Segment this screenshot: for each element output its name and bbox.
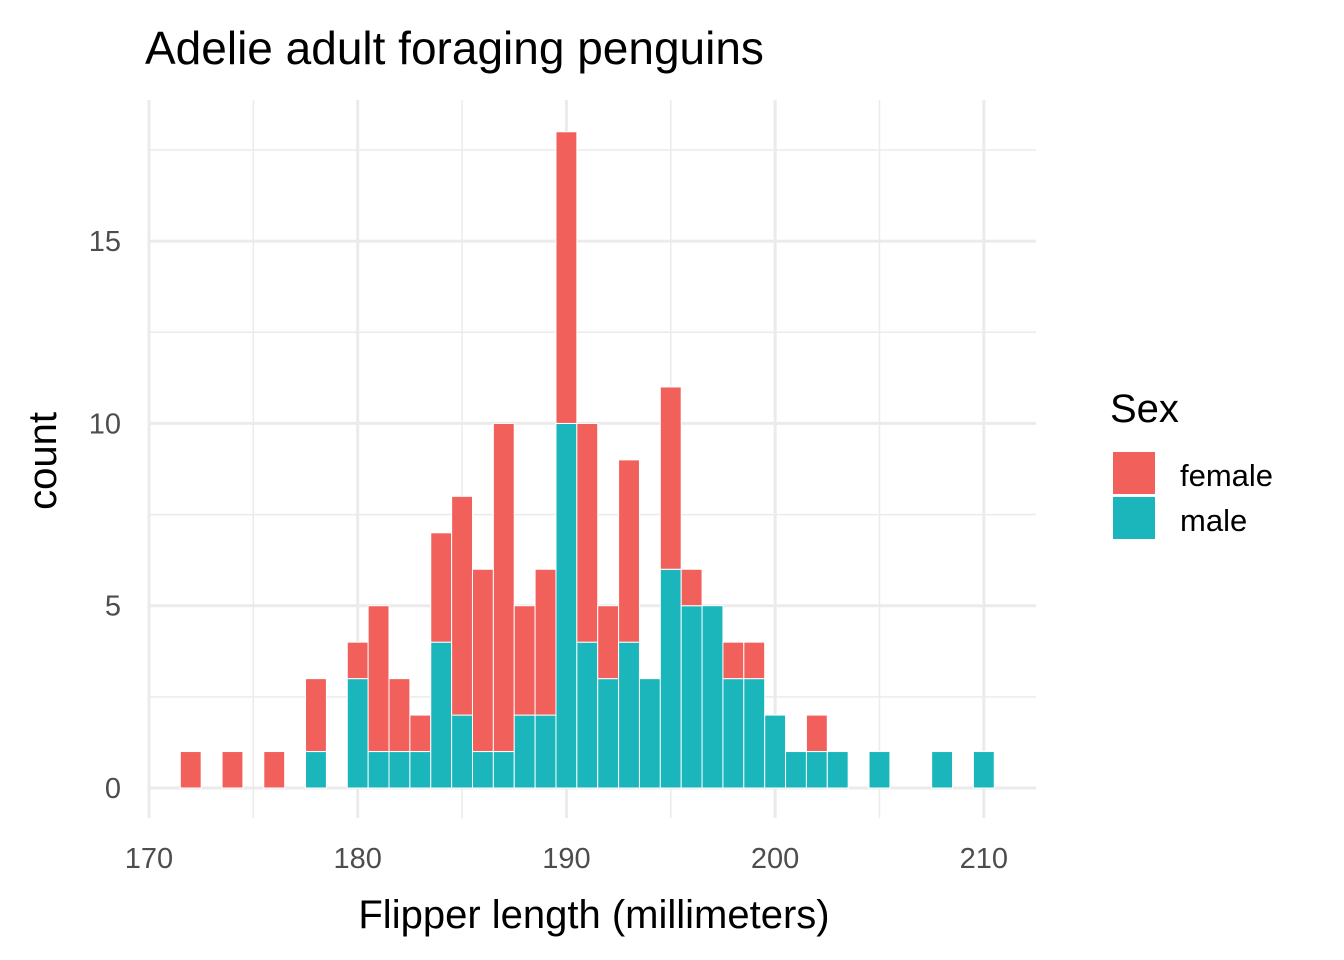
bar-male — [409, 751, 432, 789]
bar-female — [388, 678, 411, 753]
legend-label-female: female — [1180, 458, 1273, 493]
bar-male — [576, 641, 599, 789]
legend-key-female — [1113, 452, 1155, 494]
bar-female — [367, 605, 390, 753]
bar-male — [534, 714, 557, 789]
bar-male — [451, 714, 473, 789]
bar-male — [305, 751, 327, 789]
bar-female — [346, 641, 369, 680]
bar-female — [805, 714, 828, 753]
legend-title: Sex — [1110, 387, 1179, 431]
y-tick-label: 5 — [105, 591, 121, 623]
x-tick-label: 190 — [542, 843, 590, 875]
bar-female — [492, 422, 515, 753]
bar-male — [826, 751, 849, 789]
tick-labels: 170 180 190 200 210 0 5 10 15 — [89, 226, 1008, 875]
bar-male — [597, 678, 620, 789]
bars — [179, 131, 995, 789]
x-tick-label: 200 — [751, 843, 799, 875]
legend-label-male: male — [1180, 503, 1247, 538]
bar-female — [305, 678, 327, 753]
chart-title: Adelie adult foraging penguins — [145, 22, 764, 74]
bar-female — [221, 751, 244, 789]
bar-male — [638, 678, 661, 789]
bar-female — [722, 641, 745, 680]
x-tick-label: 180 — [334, 843, 382, 875]
y-tick-label: 0 — [105, 773, 121, 805]
bar-female — [680, 568, 703, 607]
bar-male — [972, 751, 995, 789]
bar-female — [576, 422, 599, 643]
bar-male — [618, 641, 640, 789]
bar-male — [492, 751, 515, 789]
x-tick-label: 170 — [125, 843, 173, 875]
bar-male — [805, 751, 828, 789]
bar-female — [618, 459, 640, 643]
bar-female — [409, 714, 432, 753]
bar-female — [743, 641, 766, 680]
y-tick-label: 10 — [89, 408, 121, 440]
bar-female — [263, 751, 286, 789]
bar-female — [555, 131, 578, 424]
legend: Sex female male — [1110, 387, 1273, 539]
bar-male — [931, 751, 954, 789]
bar-male — [430, 641, 453, 789]
bar-male — [701, 605, 724, 789]
bar-male — [785, 751, 807, 789]
bar-female — [451, 495, 473, 716]
x-tick-label: 210 — [960, 843, 1008, 875]
bar-female — [597, 605, 620, 680]
bar-male — [555, 422, 578, 789]
y-axis-title: count — [21, 412, 65, 510]
bar-male — [680, 605, 703, 789]
bar-male — [388, 751, 411, 789]
bar-female — [659, 386, 682, 570]
x-axis-title: Flipper length (millimeters) — [358, 893, 829, 937]
bar-female — [430, 532, 453, 643]
bar-male — [743, 678, 766, 789]
bar-male — [868, 751, 891, 789]
y-tick-label: 15 — [89, 226, 121, 258]
bar-female — [513, 605, 536, 716]
bar-male — [367, 751, 390, 789]
bar-male — [659, 568, 682, 789]
bar-male — [346, 678, 369, 789]
bar-female — [471, 568, 494, 753]
bar-female — [534, 568, 557, 716]
bar-male — [764, 714, 787, 789]
bar-female — [179, 751, 202, 789]
bar-male — [722, 678, 745, 789]
bar-male — [513, 714, 536, 789]
bar-male — [471, 751, 494, 789]
legend-key-male — [1113, 497, 1155, 539]
